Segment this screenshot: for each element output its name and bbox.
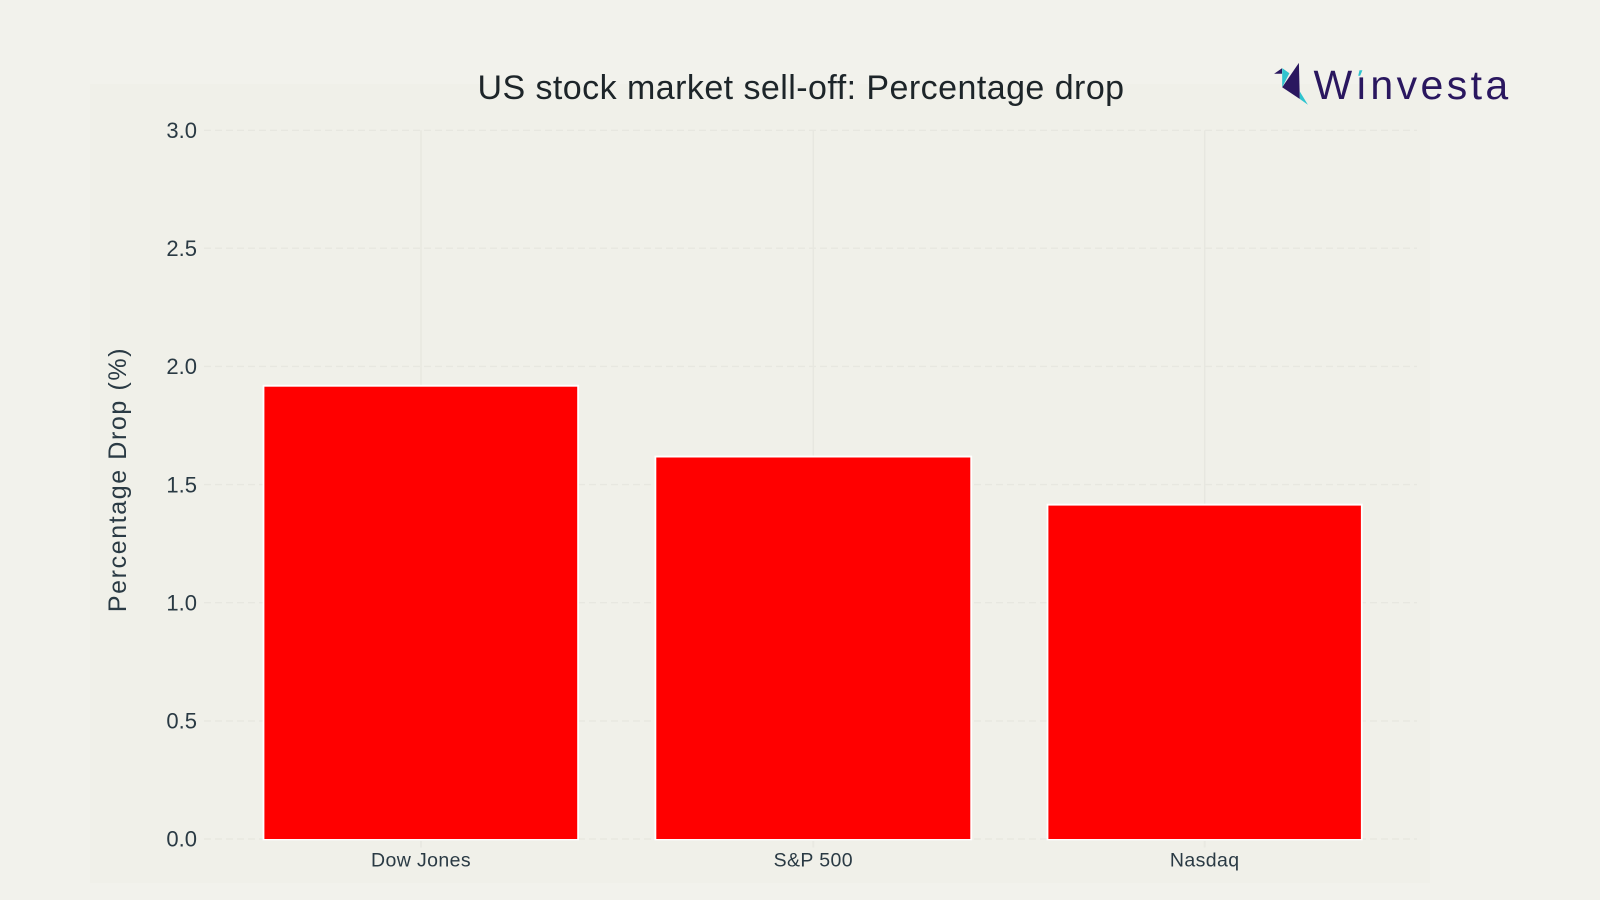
svg-text:1.5: 1.5 xyxy=(166,472,197,497)
svg-text:S&P 500: S&P 500 xyxy=(774,849,853,871)
svg-text:0.0: 0.0 xyxy=(166,827,197,852)
svg-text:0.5: 0.5 xyxy=(166,709,197,734)
svg-text:3.0: 3.0 xyxy=(166,118,197,143)
svg-text:Percentage Drop (%): Percentage Drop (%) xyxy=(104,347,132,612)
svg-text:Nasdaq: Nasdaq xyxy=(1170,849,1240,871)
svg-text:2.0: 2.0 xyxy=(166,354,197,379)
svg-text:1.0: 1.0 xyxy=(166,590,197,615)
svg-text:Wınvesta: Wınvesta xyxy=(1314,62,1512,108)
svg-text:2.5: 2.5 xyxy=(166,236,197,261)
svg-text:US stock market sell-off: Perc: US stock market sell-off: Percentage dro… xyxy=(477,69,1124,107)
svg-text:Dow Jones: Dow Jones xyxy=(371,849,471,871)
